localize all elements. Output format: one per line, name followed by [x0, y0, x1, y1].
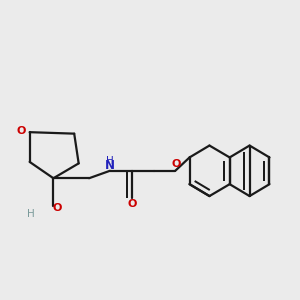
Text: O: O — [171, 159, 181, 169]
Text: O: O — [128, 199, 137, 209]
Text: O: O — [52, 203, 62, 213]
Text: H: H — [27, 209, 35, 219]
Text: H: H — [106, 156, 114, 166]
Text: N: N — [105, 159, 115, 172]
Text: O: O — [16, 126, 26, 136]
